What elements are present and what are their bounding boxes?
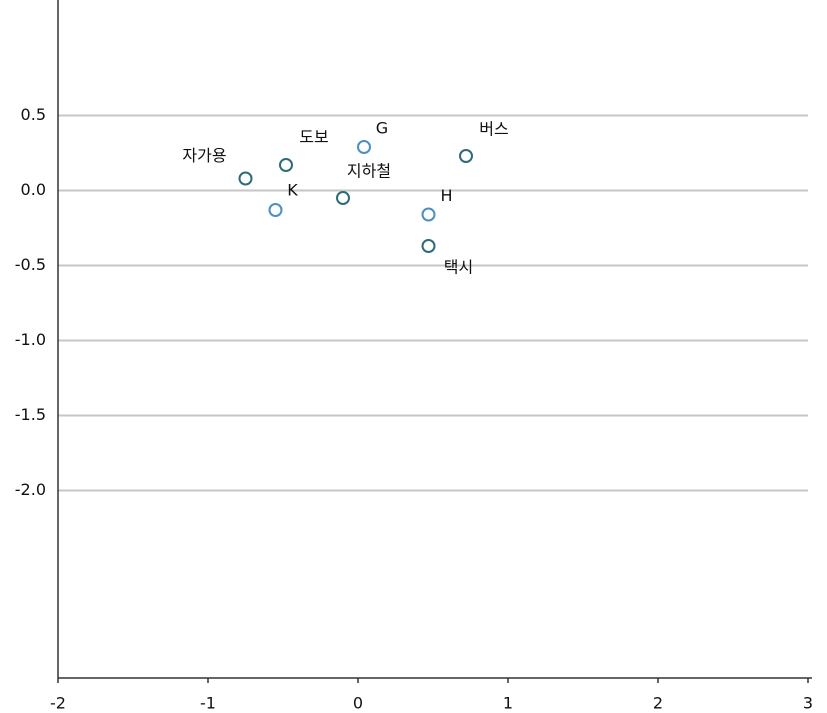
x-tick-label: 2: [653, 694, 663, 713]
point: [336, 191, 350, 205]
point: [279, 158, 293, 172]
point-label: K: [287, 181, 298, 200]
point: [421, 239, 436, 253]
point-label: 지하철: [347, 162, 391, 181]
y-tick-label: -1.0: [15, 330, 46, 349]
point: [421, 207, 436, 222]
x-tick-label: -2: [50, 694, 66, 713]
y-tick-label: -2.0: [15, 480, 46, 499]
point-label: 버스: [479, 120, 508, 139]
x-tick-label: -1: [200, 694, 216, 713]
point: [459, 149, 473, 163]
point-label: H: [440, 186, 452, 205]
y-tick-label: -1.5: [15, 405, 46, 424]
x-tick-label: 3: [803, 694, 813, 713]
point-label: G: [376, 119, 388, 138]
point-label: 택시: [444, 258, 473, 277]
point-label: 자가용: [182, 146, 226, 165]
y-tick-label: 0.5: [21, 105, 46, 124]
y-tick-label: 0.0: [21, 180, 46, 199]
point: [238, 171, 253, 186]
point: [268, 203, 283, 217]
point-label: 도보: [299, 128, 328, 147]
y-tick-label: -0.5: [15, 255, 46, 274]
x-tick-label: 1: [503, 694, 513, 713]
point: [357, 140, 371, 154]
x-tick-label: 0: [353, 694, 363, 713]
